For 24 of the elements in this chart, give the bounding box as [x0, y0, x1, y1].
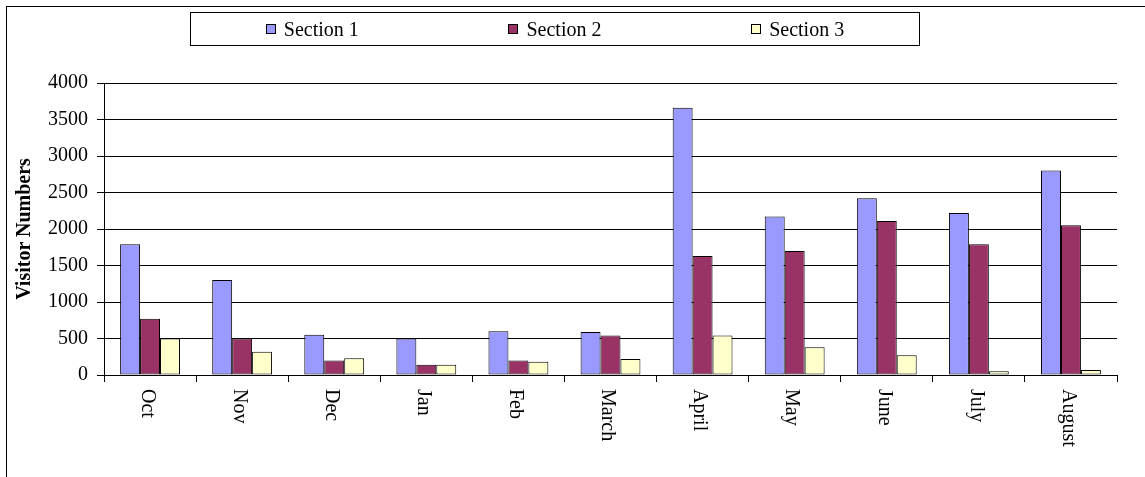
legend-label: Section 1	[283, 17, 359, 41]
x-tick-label: August	[1057, 389, 1081, 448]
y-tick-label: 3500	[48, 106, 88, 129]
x-tick-label: Jan	[414, 389, 437, 416]
x-tick-label: June	[874, 389, 897, 426]
x-tick-label: May	[781, 389, 805, 426]
x-tick-label: Feb	[506, 389, 529, 419]
x-tick-label: Oct	[137, 389, 160, 419]
y-tick-label: 1500	[48, 252, 88, 275]
y-tick-label: 2500	[48, 179, 88, 202]
y-tick-label: 1000	[48, 289, 88, 312]
legend-label: Section 2	[526, 17, 602, 41]
y-tick-label: 500	[58, 325, 88, 348]
x-tick-label: Nov	[229, 389, 252, 424]
legend-label: Section 3	[769, 17, 845, 41]
y-tick-label: 0	[78, 362, 88, 385]
x-tick-label: July	[965, 389, 989, 423]
x-tick-label: March	[598, 389, 621, 442]
y-tick-label: 4000	[48, 70, 88, 93]
x-tick-label: April	[689, 389, 713, 432]
x-tick-label: Dec	[321, 389, 344, 422]
y-tick-label: 2000	[48, 216, 88, 239]
y-axis-title: Visitor Numbers	[12, 157, 35, 300]
y-tick-label: 3000	[48, 143, 88, 166]
